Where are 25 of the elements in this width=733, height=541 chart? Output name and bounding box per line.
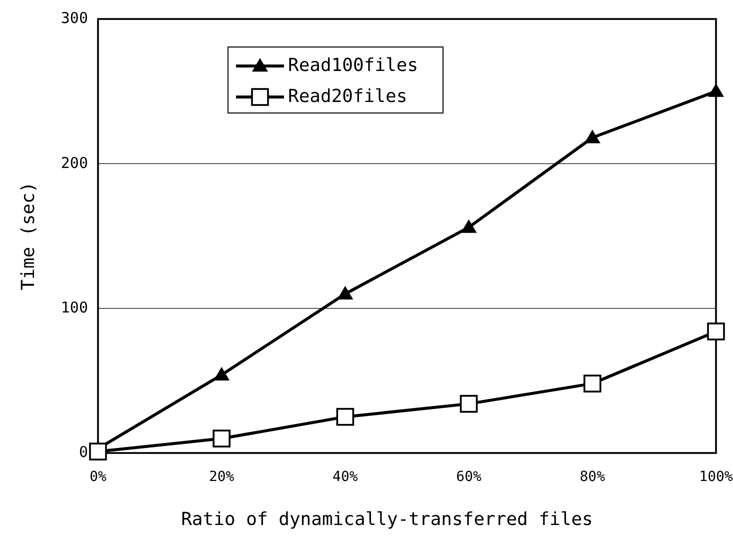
point: [89, 442, 107, 460]
point: [707, 322, 725, 340]
point: [336, 408, 354, 426]
legend-label: Read20files: [288, 86, 408, 107]
point: [584, 374, 602, 392]
x-tick-label: 100%: [699, 469, 733, 485]
point: [214, 366, 230, 380]
x-tick-label: 60%: [456, 469, 482, 485]
point: [212, 430, 230, 448]
y-tick-label: 200: [60, 154, 88, 172]
x-tick-label: 20%: [208, 469, 235, 485]
x-tick-label: 80%: [580, 469, 606, 485]
x-tick-label: 40%: [332, 469, 358, 485]
point: [460, 394, 478, 413]
point: [460, 219, 477, 233]
point: [708, 83, 724, 97]
x-tick-label: 0%: [90, 469, 107, 485]
y-tick-label: 0: [78, 443, 88, 462]
y-tick-label: 300: [60, 9, 88, 28]
point: [337, 286, 354, 300]
x-axis-title: Ratio of dynamically-transferred files: [181, 509, 593, 530]
point: [584, 130, 600, 144]
y-tick-label: 100: [60, 298, 88, 316]
legend-label: Read100files: [288, 54, 418, 76]
y-axis-title: Time (sec): [18, 182, 39, 290]
